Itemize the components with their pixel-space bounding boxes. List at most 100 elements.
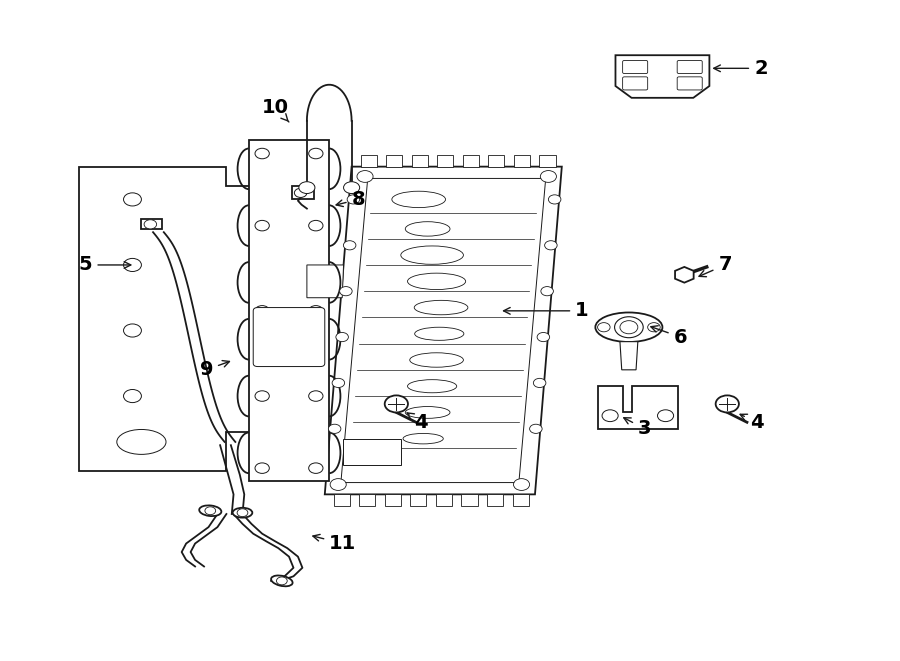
Polygon shape	[436, 494, 452, 506]
Circle shape	[255, 220, 269, 231]
Text: 3: 3	[624, 418, 652, 438]
Text: 6: 6	[651, 326, 688, 346]
FancyBboxPatch shape	[623, 60, 648, 73]
Ellipse shape	[405, 407, 450, 418]
Circle shape	[123, 193, 141, 206]
Circle shape	[548, 195, 561, 204]
Circle shape	[620, 321, 638, 334]
Circle shape	[330, 479, 346, 490]
Ellipse shape	[392, 191, 446, 208]
Text: 11: 11	[313, 534, 356, 553]
Ellipse shape	[400, 246, 464, 264]
Text: 1: 1	[503, 301, 589, 321]
Ellipse shape	[408, 379, 456, 393]
Polygon shape	[620, 342, 638, 369]
Polygon shape	[513, 494, 528, 506]
FancyBboxPatch shape	[677, 77, 702, 90]
Circle shape	[255, 148, 269, 159]
Circle shape	[276, 577, 287, 585]
Ellipse shape	[414, 300, 468, 315]
Circle shape	[328, 424, 341, 434]
Polygon shape	[410, 494, 427, 506]
Polygon shape	[462, 494, 478, 506]
Circle shape	[294, 188, 307, 198]
Circle shape	[716, 395, 739, 412]
Circle shape	[344, 241, 356, 250]
FancyBboxPatch shape	[253, 307, 325, 367]
Circle shape	[309, 220, 323, 231]
Polygon shape	[514, 155, 530, 167]
Circle shape	[658, 410, 673, 422]
Circle shape	[299, 182, 315, 194]
Circle shape	[123, 324, 141, 337]
Polygon shape	[343, 439, 400, 465]
Ellipse shape	[405, 221, 450, 236]
Circle shape	[537, 332, 550, 342]
Polygon shape	[463, 155, 479, 167]
Circle shape	[205, 507, 216, 515]
Text: 9: 9	[200, 360, 230, 379]
Ellipse shape	[415, 327, 464, 340]
Circle shape	[123, 389, 141, 403]
Circle shape	[615, 317, 644, 338]
Polygon shape	[437, 155, 454, 167]
Polygon shape	[539, 155, 555, 167]
Polygon shape	[359, 494, 375, 506]
Ellipse shape	[199, 506, 221, 516]
Polygon shape	[334, 494, 350, 506]
Circle shape	[598, 323, 610, 332]
Circle shape	[336, 332, 348, 342]
Circle shape	[339, 287, 352, 295]
Ellipse shape	[410, 353, 464, 368]
Polygon shape	[361, 155, 377, 167]
Text: 8: 8	[336, 190, 365, 209]
Circle shape	[357, 171, 374, 182]
Polygon shape	[598, 386, 678, 429]
Text: 5: 5	[79, 255, 130, 274]
Circle shape	[384, 395, 408, 412]
Polygon shape	[489, 155, 504, 167]
Circle shape	[309, 305, 323, 316]
Polygon shape	[385, 494, 400, 506]
Circle shape	[540, 171, 556, 182]
Circle shape	[544, 241, 557, 250]
Circle shape	[514, 479, 529, 490]
Circle shape	[309, 463, 323, 473]
Ellipse shape	[232, 508, 252, 518]
Circle shape	[344, 182, 360, 194]
Circle shape	[529, 424, 542, 434]
Polygon shape	[325, 167, 562, 494]
FancyBboxPatch shape	[677, 60, 702, 73]
Circle shape	[332, 378, 345, 387]
Polygon shape	[248, 140, 329, 481]
Ellipse shape	[117, 430, 166, 454]
Circle shape	[534, 378, 546, 387]
Circle shape	[309, 391, 323, 401]
Ellipse shape	[408, 273, 465, 290]
Text: 7: 7	[699, 255, 732, 277]
Text: 10: 10	[262, 98, 289, 122]
Polygon shape	[292, 186, 314, 200]
FancyBboxPatch shape	[623, 77, 648, 90]
Polygon shape	[307, 265, 344, 297]
Circle shape	[123, 258, 141, 272]
Circle shape	[255, 463, 269, 473]
Circle shape	[237, 509, 248, 517]
Text: 4: 4	[740, 412, 763, 432]
Polygon shape	[487, 494, 503, 506]
Polygon shape	[675, 267, 694, 283]
Circle shape	[541, 287, 554, 295]
Text: 4: 4	[407, 412, 428, 432]
Polygon shape	[411, 155, 428, 167]
Circle shape	[255, 305, 269, 316]
Polygon shape	[141, 219, 162, 229]
Ellipse shape	[271, 576, 292, 586]
Circle shape	[309, 148, 323, 159]
Polygon shape	[386, 155, 402, 167]
Text: 2: 2	[714, 59, 768, 78]
Ellipse shape	[595, 313, 662, 342]
Circle shape	[144, 219, 157, 229]
Polygon shape	[616, 56, 709, 98]
Ellipse shape	[403, 434, 444, 444]
Circle shape	[347, 195, 360, 204]
